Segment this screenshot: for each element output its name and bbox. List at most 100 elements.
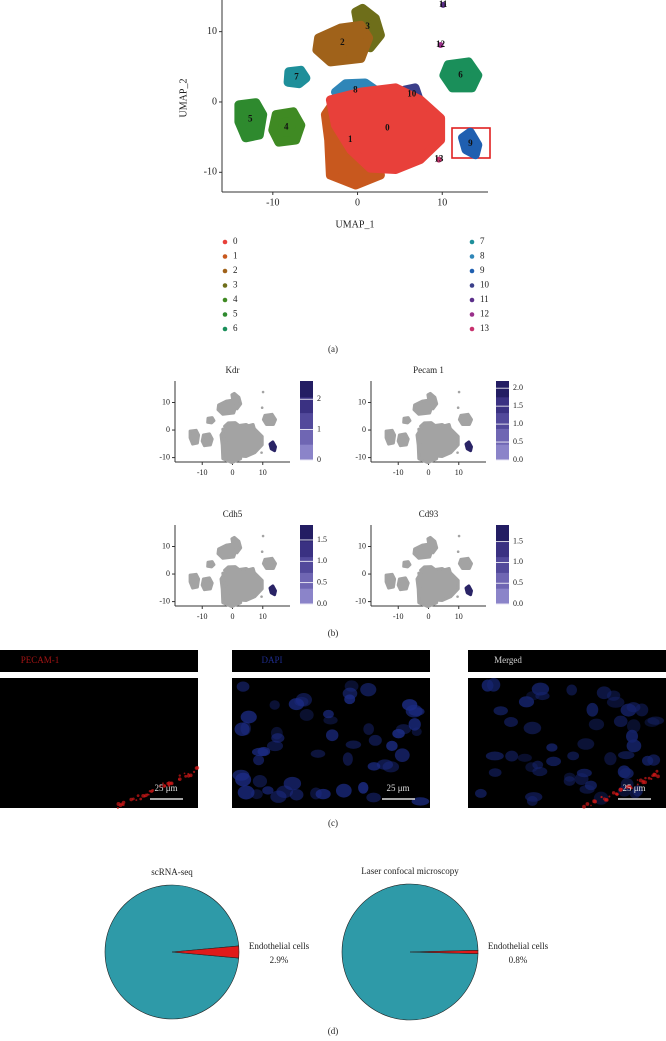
plot-title: Pecam 1 [413,365,444,375]
nucleus [367,762,381,771]
cluster-label: 7 [294,71,299,81]
x-axis-title: UMAP_1 [336,219,375,230]
cluster-blob [402,416,412,425]
colorbar-tick-label: 2.0 [513,383,523,392]
nucleus [234,722,250,737]
cluster-label: 10 [407,88,417,98]
legend-marker [469,312,475,317]
cluster-point [457,390,461,394]
colorbar-tick-label: 0.0 [513,599,523,608]
slice-label: Endothelial cells [488,941,549,951]
nucleus [526,691,540,701]
nucleus [613,715,628,728]
cluster-label: 2 [340,37,345,47]
colorbar-tick-label: 1.0 [513,419,523,428]
pie-title: Laser confocal microscopy [361,866,459,876]
pecam-signal [592,799,597,804]
nucleus [563,776,576,786]
nucleus [604,752,617,766]
image-header [468,650,666,672]
legend-label: 7 [480,236,485,246]
cluster-blob [312,20,374,67]
y-tick-label: 0 [212,96,217,107]
colorbar-segment [300,396,313,414]
nucleus [532,766,548,777]
image-header [0,650,198,672]
image-title: Merged [494,655,522,665]
cluster-label: 4 [284,121,289,131]
nucleus [632,785,643,797]
nucleus [394,748,410,762]
legend-marker [469,268,475,274]
nucleus [596,686,612,700]
cluster-blob [261,556,277,570]
nucleus [577,738,595,750]
colorbar-tick-label: 1 [317,424,321,433]
cluster-blob [384,572,397,590]
legend-label: 13 [480,323,490,333]
cluster-blob [458,127,483,160]
nucleus [525,762,538,773]
cluster-label: 11 [439,0,448,9]
nucleus [342,752,353,766]
nucleus [237,785,255,800]
pecam-signal [620,787,623,791]
nucleus [252,775,268,788]
colorbar-tick-label: 0 [317,455,321,464]
nucleus [345,740,362,749]
nucleus [474,788,487,798]
colorbar-segment [300,444,313,461]
pecam-signal [116,802,121,806]
pecam-signal [590,804,592,807]
cluster-blob [261,412,277,426]
micrograph [232,678,430,808]
pecam-signal [651,774,655,778]
nucleus [269,700,280,710]
nucleus [566,684,577,696]
pecam-signal [643,780,647,785]
legend-label: 2 [233,265,238,275]
nucleus [546,743,558,752]
panel-label: (d) [328,1026,339,1036]
colorbar-tick-label: 1.5 [513,401,523,410]
colorbar-segment [496,572,509,589]
legend-label: 12 [480,309,489,319]
y-tick-label: 10 [358,541,366,550]
cluster-label: 5 [248,114,253,124]
nucleus [323,716,338,725]
cluster-point [440,1,447,8]
cluster-point [260,406,264,410]
pecam-signal [611,791,616,795]
nucleus [386,740,398,751]
x-tick-label: -10 [197,612,208,621]
cluster-blob [188,572,201,590]
x-tick-label: -10 [393,612,404,621]
cluster-point [456,595,459,598]
colorbar-segment [300,412,313,429]
colorbar-segment [496,540,509,558]
x-tick-label: -10 [266,197,279,208]
nucleus [588,718,605,731]
x-tick-label: 0 [231,468,235,477]
colorbar-segment [496,396,509,414]
colorbar-segment [496,444,509,461]
cluster-blob [439,57,483,93]
cluster-blob [268,584,277,597]
pecam-signal [656,774,660,779]
x-tick-label: 0 [355,197,360,208]
cluster-blob [206,560,216,569]
legend-label: 3 [233,280,238,290]
nucleus [626,729,639,743]
cluster-label: 12 [436,39,446,49]
nucleus [235,772,252,787]
colorbar-segment [300,381,313,398]
nucleus [485,751,504,761]
legend-marker [222,239,228,245]
pecam-signal [638,778,643,783]
cluster-blob [402,560,412,569]
nucleus [505,750,519,762]
x-tick-label: 10 [259,468,267,477]
legend-marker [469,326,475,332]
nucleus [289,789,304,801]
y-tick-label: 0 [166,425,170,434]
